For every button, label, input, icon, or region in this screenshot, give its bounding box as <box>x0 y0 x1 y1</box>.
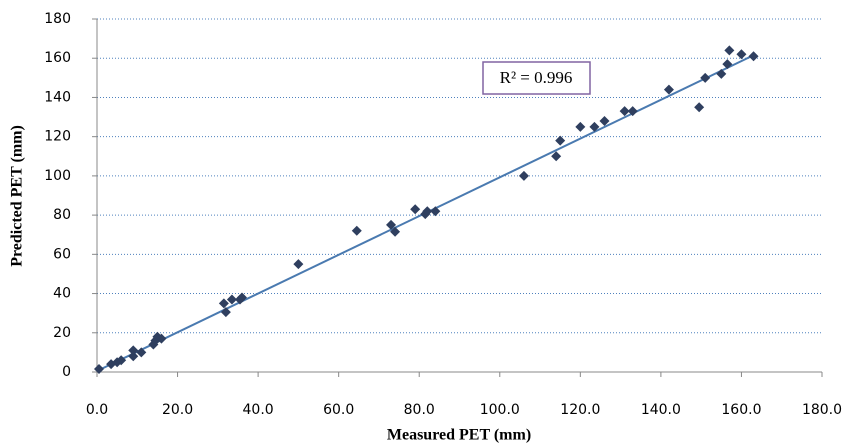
data-point <box>575 121 586 132</box>
data-point <box>430 206 441 217</box>
y-tick-label: 180 <box>44 11 71 27</box>
x-tick-label: 140.0 <box>641 402 681 418</box>
y-tick-label: 140 <box>44 89 71 105</box>
data-point <box>627 106 638 117</box>
data-point <box>220 307 231 318</box>
data-point <box>663 84 674 95</box>
data-point <box>237 292 247 303</box>
y-tick-label: 40 <box>53 286 71 302</box>
x-tick-label: 40.0 <box>243 402 274 418</box>
data-point <box>156 333 167 344</box>
data-point <box>555 135 566 146</box>
data-point <box>694 102 705 113</box>
x-tick-label: 0.0 <box>86 402 108 418</box>
x-tick-label: 100.0 <box>480 402 520 418</box>
data-point <box>716 68 727 79</box>
y-tick-label: 80 <box>53 207 71 223</box>
y-tick-label: 100 <box>44 168 71 184</box>
y-tick-label: 160 <box>44 50 71 66</box>
data-point <box>700 72 711 83</box>
data-point <box>589 121 600 132</box>
y-axis-title: Predicted PET (mm) <box>9 125 26 267</box>
data-point <box>736 49 747 60</box>
data-point <box>94 364 105 375</box>
data-point <box>599 115 610 126</box>
y-tick-label: 120 <box>44 129 71 145</box>
x-tick-label: 120.0 <box>560 402 600 418</box>
x-axis-title: Measured PET (mm) <box>387 427 531 444</box>
data-point <box>128 351 139 362</box>
annotation-box <box>482 61 591 95</box>
data-point <box>351 225 362 236</box>
data-point <box>410 204 421 215</box>
data-point <box>748 51 759 62</box>
data-point <box>551 151 562 162</box>
x-tick-label: 160.0 <box>721 402 761 418</box>
data-point <box>136 347 147 358</box>
data-point <box>386 219 397 230</box>
x-tick-label: 20.0 <box>162 402 193 418</box>
x-tick-label: 80.0 <box>404 402 435 418</box>
annotation: R² = 0.996 <box>500 68 573 87</box>
data-point <box>518 170 529 181</box>
data-point <box>116 355 127 366</box>
data-point <box>390 226 401 237</box>
y-tick-label: 20 <box>53 325 71 341</box>
data-point <box>293 259 304 270</box>
data-point <box>422 206 433 217</box>
x-tick-label: 60.0 <box>323 402 354 418</box>
data-point <box>619 106 630 117</box>
data-point <box>722 59 733 70</box>
y-tick-label: 0 <box>62 364 71 380</box>
data-point <box>226 294 237 305</box>
x-tick-label: 180.0 <box>802 402 842 418</box>
data-point <box>724 45 735 56</box>
data-point <box>128 345 139 356</box>
y-tick-label: 60 <box>53 246 71 262</box>
data-point <box>218 298 229 309</box>
